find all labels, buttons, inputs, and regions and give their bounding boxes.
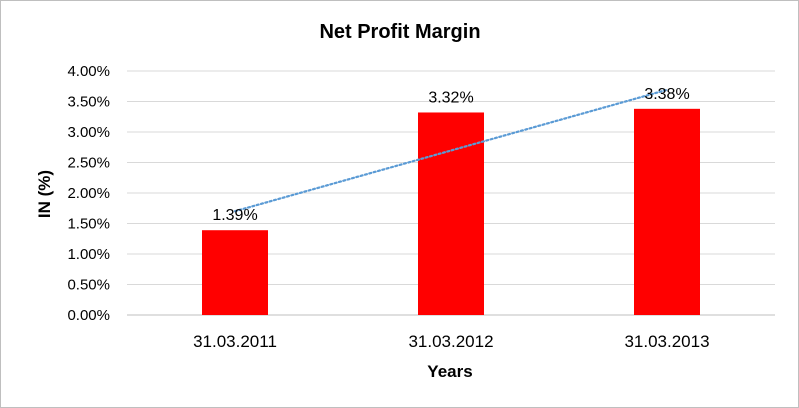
y-tick-labels: 0.00% 0.50% 1.00% 1.50% 2.00% 2.50% 3.00% 3.50%…	[67, 63, 110, 324]
y-tick-label: 0.50%	[67, 277, 110, 294]
x-tick-label: 31.03.2012	[408, 332, 493, 351]
data-label: 1.39%	[212, 207, 257, 224]
trendline-path	[233, 88, 669, 213]
x-tick-labels: 31.03.2011 31.03.2012 31.03.2013	[193, 332, 709, 351]
y-tick-label: 2.00%	[67, 185, 110, 202]
data-labels: 1.39% 3.32% 3.38%	[212, 86, 689, 224]
x-axis-title: Years	[427, 362, 472, 381]
y-tick-label: 1.50%	[67, 216, 110, 233]
bar	[634, 108, 700, 315]
chart-title: Net Profit Margin	[319, 21, 480, 43]
x-tick-label: 31.03.2011	[193, 332, 277, 351]
y-tick-label: 2.50%	[67, 155, 110, 172]
y-axis-title: IN (%)	[35, 170, 54, 218]
data-label: 3.38%	[644, 86, 689, 103]
bars	[202, 108, 700, 315]
bar	[418, 112, 484, 315]
x-tick-label: 31.03.2013	[624, 332, 709, 351]
y-tick-label: 3.50%	[67, 94, 110, 111]
y-tick-label: 3.00%	[67, 124, 110, 141]
y-tick-label: 4.00%	[67, 63, 110, 80]
bar	[202, 230, 268, 315]
trendline	[233, 88, 669, 213]
data-label: 3.32%	[428, 89, 473, 106]
y-tick-label: 0.00%	[67, 307, 110, 324]
y-tick-label: 1.00%	[67, 246, 110, 263]
